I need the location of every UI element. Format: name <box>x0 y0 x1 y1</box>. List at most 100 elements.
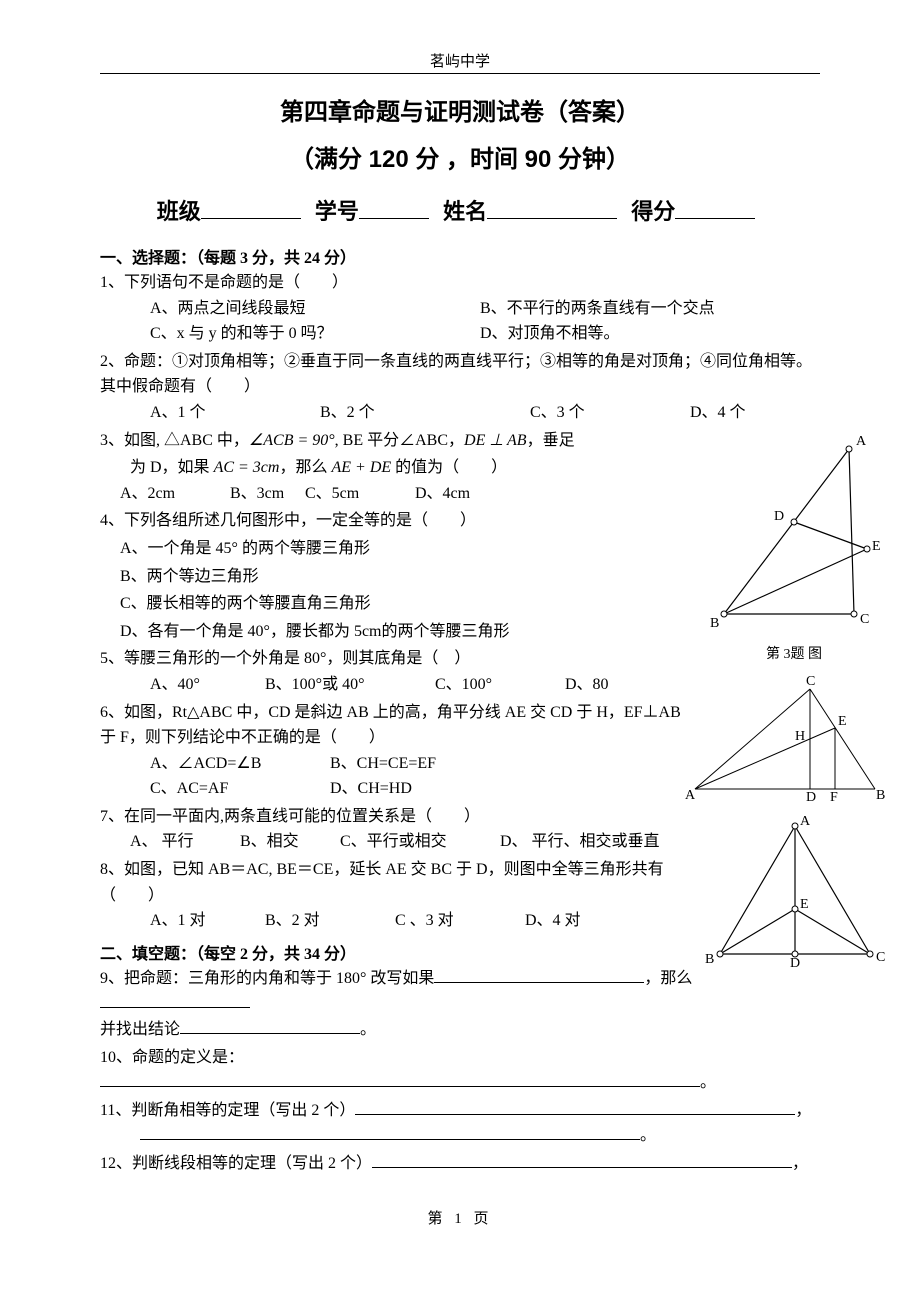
q9-d: 。 <box>360 1021 376 1038</box>
q1-d: D、对顶角不相等。 <box>480 321 620 347</box>
q2-d: D、4 个 <box>690 400 746 426</box>
q3-math4: AE + DE <box>331 459 391 476</box>
q9-c: 并找出结论 <box>100 1021 180 1038</box>
q2-stem: 2、命题：①对顶角相等；②垂直于同一条直线的两直线平行；③相等的角是对顶角；④同… <box>100 349 820 400</box>
q12-b: ， <box>792 1155 808 1172</box>
q10-a: 10、命题的定义是： <box>100 1049 244 1066</box>
school-name: 茗屿中学 <box>100 50 820 71</box>
q3-math2: DE ⊥ AB <box>464 432 527 449</box>
q11-c: 。 <box>640 1127 656 1144</box>
fig6-H: H <box>795 729 805 745</box>
id-blank[interactable] <box>359 196 429 219</box>
fig8-svg <box>700 814 890 969</box>
q8-b: B、2 对 <box>265 908 395 934</box>
fig8-E: E <box>800 897 809 913</box>
q3-p1: 3、如图, △ABC 中， <box>100 432 249 449</box>
fig3-caption: 第 3题 图 <box>704 643 884 663</box>
fig6: C A B D F E H <box>680 674 890 814</box>
fig3-E: E <box>872 539 881 555</box>
q8-d: D、4 对 <box>525 908 581 934</box>
q11-b: ， <box>795 1102 811 1119</box>
q6-c: C、AC=AF <box>150 776 330 802</box>
q6-d: D、CH=HD <box>330 776 412 802</box>
header-rule <box>100 73 820 74</box>
q7-d: D、 平行、相交或垂直 <box>500 829 660 855</box>
q3-l2b: ，那么 <box>279 459 331 476</box>
name-label: 姓名 <box>443 199 487 224</box>
fig6-F: F <box>830 790 838 806</box>
q1-a: A、两点之间线段最短 <box>150 296 480 322</box>
q8-a: A、1 对 <box>150 908 265 934</box>
section1-header: 一、选择题：（每题 3 分，共 24 分） <box>100 244 820 268</box>
q12-a: 12、判断线段相等的定理（写出 2 个） <box>100 1155 372 1172</box>
q5-c: C、100° <box>435 672 565 698</box>
q1-row1: A、两点之间线段最短 B、不平行的两条直线有一个交点 <box>100 296 820 322</box>
q6-a: A、∠ACD=∠B <box>150 751 330 777</box>
q3-c: C、5cm <box>305 481 415 507</box>
fig8-D: D <box>790 956 800 972</box>
q9-blank1[interactable] <box>434 966 644 983</box>
name-blank[interactable] <box>487 196 617 219</box>
q10-b: 。 <box>700 1074 716 1091</box>
q3-math3: AC = 3cm <box>214 459 280 476</box>
q2-a: A、1 个 <box>150 400 320 426</box>
fig6-B: B <box>876 788 885 804</box>
q12: 12、判断线段相等的定理（写出 2 个） ， <box>100 1151 820 1177</box>
q10: 10、命题的定义是： 。 <box>100 1045 820 1096</box>
q9-blank3[interactable] <box>180 1017 360 1034</box>
q9-blank2[interactable] <box>100 991 250 1008</box>
q3-p3: ，垂足 <box>527 432 575 449</box>
q9-a: 9、把命题：三角形的内角和等于 180° 改写如果 <box>100 970 434 987</box>
q6-b: B、CH=CE=EF <box>330 751 436 777</box>
page: 茗屿中学 第四章命题与证明测试卷（答案） （满分 120 分 ，时间 90 分钟… <box>50 0 870 1258</box>
q8-stem: 8、如图，已知 AB＝AC, BE＝CE，延长 AE 交 BC 于 D，则图中全… <box>100 857 700 908</box>
q11-a: 11、判断角相等的定理（写出 2 个） <box>100 1102 355 1119</box>
q3-l2a: 为 D，如果 <box>130 459 214 476</box>
fig6-C: C <box>806 674 815 690</box>
q5-d: D、80 <box>565 672 609 698</box>
class-label: 班级 <box>157 199 201 224</box>
fig3-D: D <box>774 509 784 525</box>
score-blank[interactable] <box>675 196 755 219</box>
fig3: A D E B C 第 3题 图 <box>704 434 884 654</box>
fig6-svg <box>680 674 890 804</box>
q12-blank1[interactable] <box>372 1151 792 1168</box>
fig8-B: B <box>705 952 714 968</box>
score-label: 得分 <box>631 199 675 224</box>
fig8: A E B D C <box>700 814 890 974</box>
fig6-A: A <box>685 788 695 804</box>
fig8-C: C <box>876 950 885 966</box>
q7-c: C、平行或相交 <box>340 829 500 855</box>
fig6-E: E <box>838 714 847 730</box>
class-blank[interactable] <box>201 196 301 219</box>
fig6-D: D <box>806 790 816 806</box>
q5-b: B、100°或 40° <box>265 672 435 698</box>
q10-blank[interactable] <box>100 1070 700 1087</box>
q7-b: B、相交 <box>240 829 340 855</box>
student-info-line: 班级 学号 姓名 得分 <box>100 194 820 226</box>
id-label: 学号 <box>315 199 359 224</box>
q11-blank1[interactable] <box>355 1098 795 1115</box>
q3-math1: ∠ACB = 90° <box>249 432 335 449</box>
q3-l2c: 的值为（ ） <box>391 459 507 476</box>
content: 一、选择题：（每题 3 分，共 24 分） 1、下列语句不是命题的是（ ） A、… <box>100 244 820 1177</box>
q11-blank2[interactable] <box>140 1123 640 1140</box>
fig3-svg <box>704 434 884 634</box>
q3-b: B、3cm <box>230 481 305 507</box>
q2-options: A、1 个 B、2 个 C、3 个 D、4 个 <box>100 400 820 426</box>
q3-a: A、2cm <box>120 481 230 507</box>
page-number: 第 1 页 <box>100 1207 820 1228</box>
exam-title: 第四章命题与证明测试卷（答案） <box>100 92 820 127</box>
q3-d: D、4cm <box>415 481 470 507</box>
q1-row2: C、x 与 y 的和等于 0 吗？ D、对顶角不相等。 <box>100 321 820 347</box>
q11: 11、判断角相等的定理（写出 2 个） ， 。 <box>100 1098 820 1149</box>
q1-c: C、x 与 y 的和等于 0 吗？ <box>150 321 480 347</box>
q7-a: A、 平行 <box>130 829 240 855</box>
fig3-A: A <box>856 434 866 450</box>
q5-a: A、40° <box>150 672 265 698</box>
q2-b: B、2 个 <box>320 400 530 426</box>
q3-p2: , BE 平分∠ABC， <box>335 432 464 449</box>
exam-subtitle: （满分 120 分 ，时间 90 分钟） <box>100 139 820 174</box>
q9: 9、把命题：三角形的内角和等于 180° 改写如果，那么 并找出结论。 <box>100 966 820 1043</box>
fig3-C: C <box>860 612 869 628</box>
